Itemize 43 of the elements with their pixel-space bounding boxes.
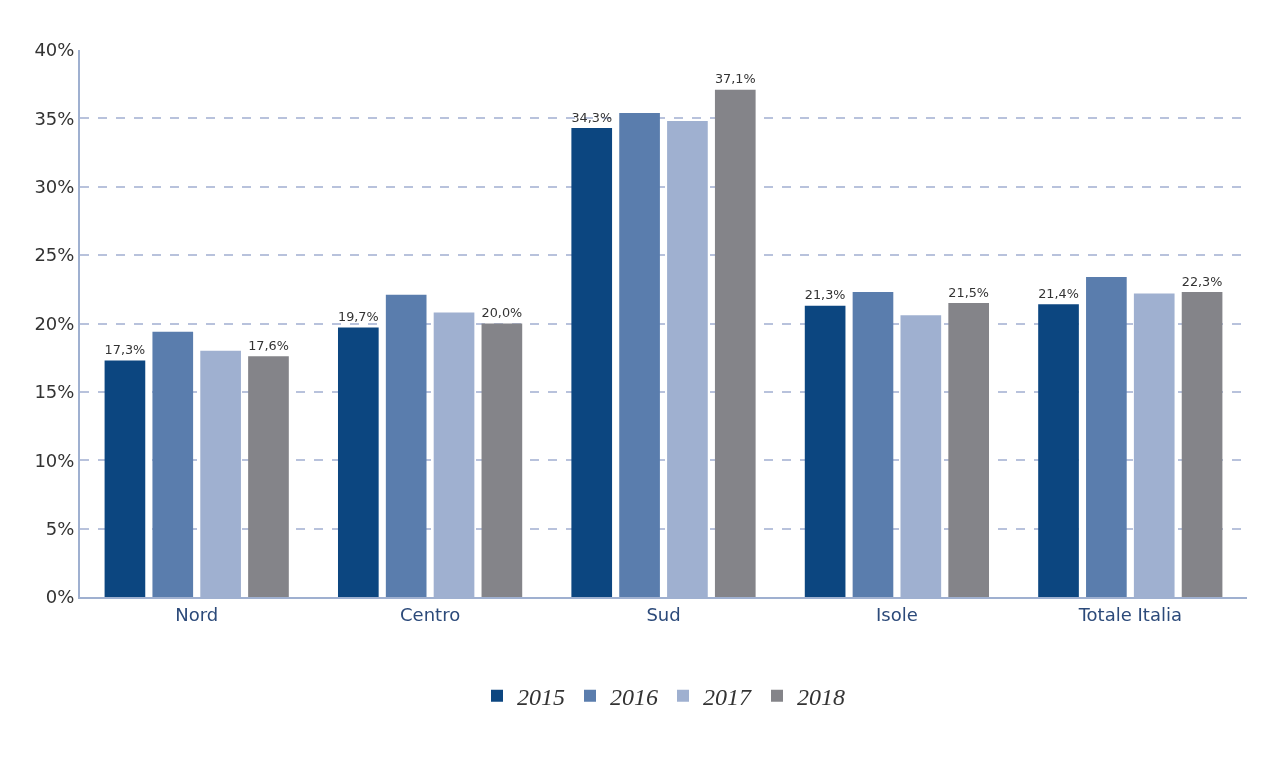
bar (804, 305, 846, 597)
data-label: 21,5% (948, 284, 989, 300)
y-tick-label: 0% (45, 586, 75, 608)
y-tick-label: 15% (34, 381, 75, 403)
legend-label: 2017 (703, 684, 752, 711)
y-tick-label: 30% (34, 176, 75, 198)
data-label: 17,6% (248, 337, 289, 353)
legend-label: 2015 (517, 684, 565, 711)
data-label: 21,3% (804, 287, 846, 303)
bar (619, 112, 660, 597)
y-tick-label: 5% (45, 517, 75, 539)
data-label: 19,7% (338, 309, 379, 325)
bar (481, 323, 523, 597)
x-tick-label: Isole (876, 603, 918, 625)
x-tick-label: Totale Italia (1077, 603, 1182, 625)
legend-label: 2016 (610, 684, 658, 711)
data-label: 21,4% (1038, 285, 1079, 301)
bar (948, 302, 990, 597)
bar (571, 127, 613, 597)
data-label: 20,0% (481, 305, 523, 321)
x-tick-label: Nord (175, 603, 219, 625)
bar (714, 89, 756, 597)
legend-label: 2018 (797, 684, 845, 711)
y-tick-label: 10% (34, 449, 75, 471)
data-label: 22,3% (1181, 273, 1223, 289)
data-label: 37,1% (714, 71, 756, 87)
bar (385, 294, 427, 597)
bar (1181, 292, 1223, 597)
bar (1038, 304, 1079, 597)
bar (337, 327, 379, 597)
x-tick-label: Centro (400, 603, 461, 625)
y-tick-label: 25% (34, 244, 75, 266)
bar (104, 360, 146, 597)
y-tick-label: 35% (34, 107, 75, 129)
bar (248, 356, 289, 597)
bar (852, 292, 894, 597)
y-tick-label: 40% (34, 39, 75, 61)
y-tick-label: 20% (34, 312, 75, 334)
bar (152, 331, 194, 597)
bar (1086, 277, 1127, 597)
x-tick-label: Sud (646, 603, 681, 625)
data-label: 17,3% (104, 342, 146, 358)
data-label: 34,3% (571, 109, 613, 125)
